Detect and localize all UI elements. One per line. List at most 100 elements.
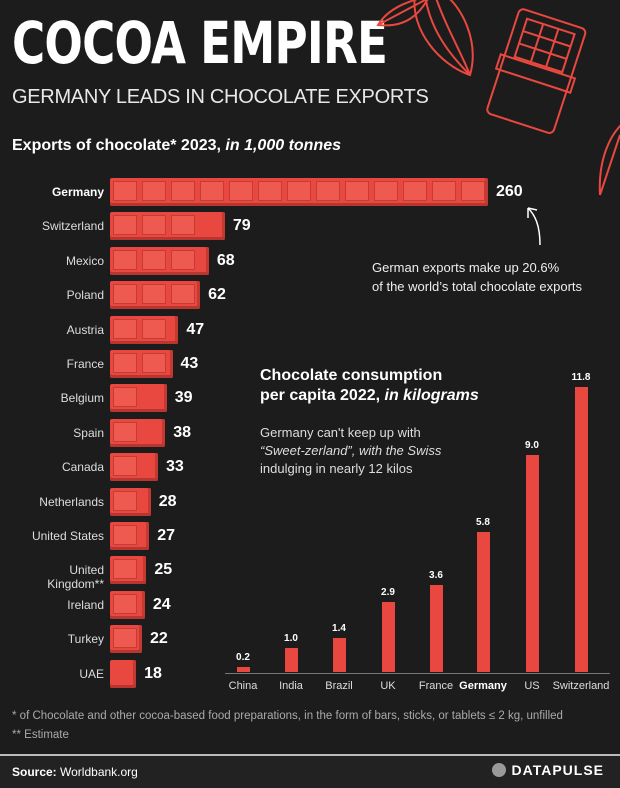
bar-value: 5.8 bbox=[476, 516, 490, 528]
bar-value: 3.6 bbox=[429, 570, 443, 582]
bar-segment bbox=[113, 421, 137, 442]
bar-value: 27 bbox=[157, 527, 176, 544]
bar bbox=[110, 625, 142, 654]
bar-value: 68 bbox=[216, 251, 235, 269]
bar-value: 2.9 bbox=[381, 586, 395, 598]
bar-value: 9.0 bbox=[525, 439, 539, 451]
consumption-annotation: Germany can't keep up with “Sweet-zerland… bbox=[260, 425, 442, 476]
bar-value: 47 bbox=[186, 320, 205, 338]
bar-segment bbox=[142, 215, 166, 236]
footnote-1: * of Chocolate and other cocoa-based foo… bbox=[12, 710, 563, 722]
bar-label: Turkey bbox=[67, 632, 104, 647]
bar-segment bbox=[113, 284, 137, 305]
bar bbox=[110, 522, 150, 550]
bar-segment bbox=[374, 181, 398, 201]
subtitle: GERMANY LEADS IN CHOCOLATE EXPORTS bbox=[12, 86, 429, 108]
bar-label: United States bbox=[31, 529, 104, 543]
consumption-chart-title: Chocolate consumption per capita 2022, in… bbox=[260, 367, 479, 404]
bar bbox=[429, 585, 443, 672]
bar bbox=[110, 246, 209, 275]
bar bbox=[110, 556, 147, 585]
x-axis-line bbox=[225, 673, 610, 674]
bar-value: 11.8 bbox=[571, 372, 591, 383]
source: Source: Worldbank.org bbox=[12, 765, 138, 779]
bar-segment bbox=[113, 559, 137, 580]
bar bbox=[110, 178, 488, 206]
bar bbox=[574, 387, 588, 672]
bar-segment bbox=[142, 249, 166, 270]
bar-segment bbox=[113, 318, 137, 339]
exports-chart-title: Exports of chocolate* 2023, in 1,000 ton… bbox=[12, 137, 342, 154]
bar-label: Belgium bbox=[60, 391, 104, 406]
bar-value: 260 bbox=[496, 183, 523, 200]
bar-label: France bbox=[66, 357, 104, 371]
bar bbox=[332, 638, 346, 672]
bar-label: Spain bbox=[73, 425, 104, 440]
datapulse-logo-icon bbox=[491, 763, 506, 777]
bar-segment bbox=[345, 181, 369, 201]
bar-value: 25 bbox=[154, 561, 173, 579]
bar bbox=[110, 487, 151, 516]
bar-segment bbox=[461, 181, 485, 201]
bar-segment bbox=[142, 181, 166, 201]
bar bbox=[110, 453, 158, 482]
bar-segment bbox=[113, 593, 137, 614]
bar bbox=[236, 667, 250, 672]
x-tick-label: Switzerland bbox=[552, 680, 610, 692]
bar-segment bbox=[113, 525, 137, 545]
bar-value: 39 bbox=[174, 389, 193, 407]
bar-segment bbox=[229, 181, 253, 201]
bar bbox=[381, 601, 395, 672]
bar-label: Austria bbox=[66, 322, 104, 337]
bar-segment bbox=[432, 181, 456, 201]
bar bbox=[525, 454, 539, 672]
annotation-arrow-icon bbox=[527, 207, 541, 246]
bar-label: Ireland bbox=[67, 597, 104, 612]
bar-segment bbox=[142, 318, 166, 339]
bar bbox=[284, 647, 298, 672]
bar-label: Germany bbox=[51, 185, 104, 199]
bar-segment bbox=[403, 181, 427, 201]
bar bbox=[110, 384, 167, 413]
bar-segment bbox=[113, 249, 137, 270]
brand-logo: DATAPULSE bbox=[491, 762, 604, 778]
bar-value: 79 bbox=[232, 217, 251, 235]
bar bbox=[110, 315, 179, 344]
cocoa-chocolate-illustration bbox=[376, 0, 620, 196]
bar-label: UAE bbox=[79, 666, 104, 681]
bar-segment bbox=[113, 181, 137, 201]
bar-segment bbox=[113, 490, 137, 511]
bar bbox=[110, 212, 225, 241]
x-tick-label: France bbox=[418, 680, 454, 692]
bar-value: 24 bbox=[152, 595, 171, 613]
bar bbox=[110, 659, 137, 688]
bar-segment bbox=[258, 181, 282, 201]
bar-segment bbox=[200, 181, 224, 201]
bar-segment bbox=[316, 181, 340, 201]
bar-segment bbox=[171, 284, 195, 305]
bar bbox=[110, 590, 145, 619]
bar-value: 1.4 bbox=[332, 623, 346, 635]
footnote-2: ** Estimate bbox=[12, 729, 69, 741]
bar bbox=[110, 350, 173, 378]
bar bbox=[476, 531, 490, 672]
x-tick-label: UK bbox=[380, 680, 396, 692]
bar-label: Canada bbox=[61, 460, 104, 475]
bar-label: Netherlands bbox=[39, 494, 104, 509]
bar-value: 43 bbox=[180, 355, 199, 372]
bar-segment bbox=[287, 181, 311, 201]
bar-value: 38 bbox=[173, 423, 192, 441]
x-tick-label: Brazil bbox=[325, 680, 353, 692]
cocoa-leaf-icon bbox=[376, 0, 429, 27]
bar-segment bbox=[171, 181, 195, 201]
bar-label: Mexico bbox=[65, 253, 104, 268]
chocolate-bar-icon bbox=[486, 8, 587, 134]
cocoa-pod-icon bbox=[413, 0, 474, 77]
x-tick-label: India bbox=[279, 680, 303, 692]
x-tick-label: US bbox=[524, 680, 540, 692]
bar-value: 1.0 bbox=[284, 632, 298, 644]
bar-label: Poland bbox=[66, 288, 104, 303]
bar-segment bbox=[113, 456, 137, 477]
bar-segment bbox=[113, 215, 137, 236]
